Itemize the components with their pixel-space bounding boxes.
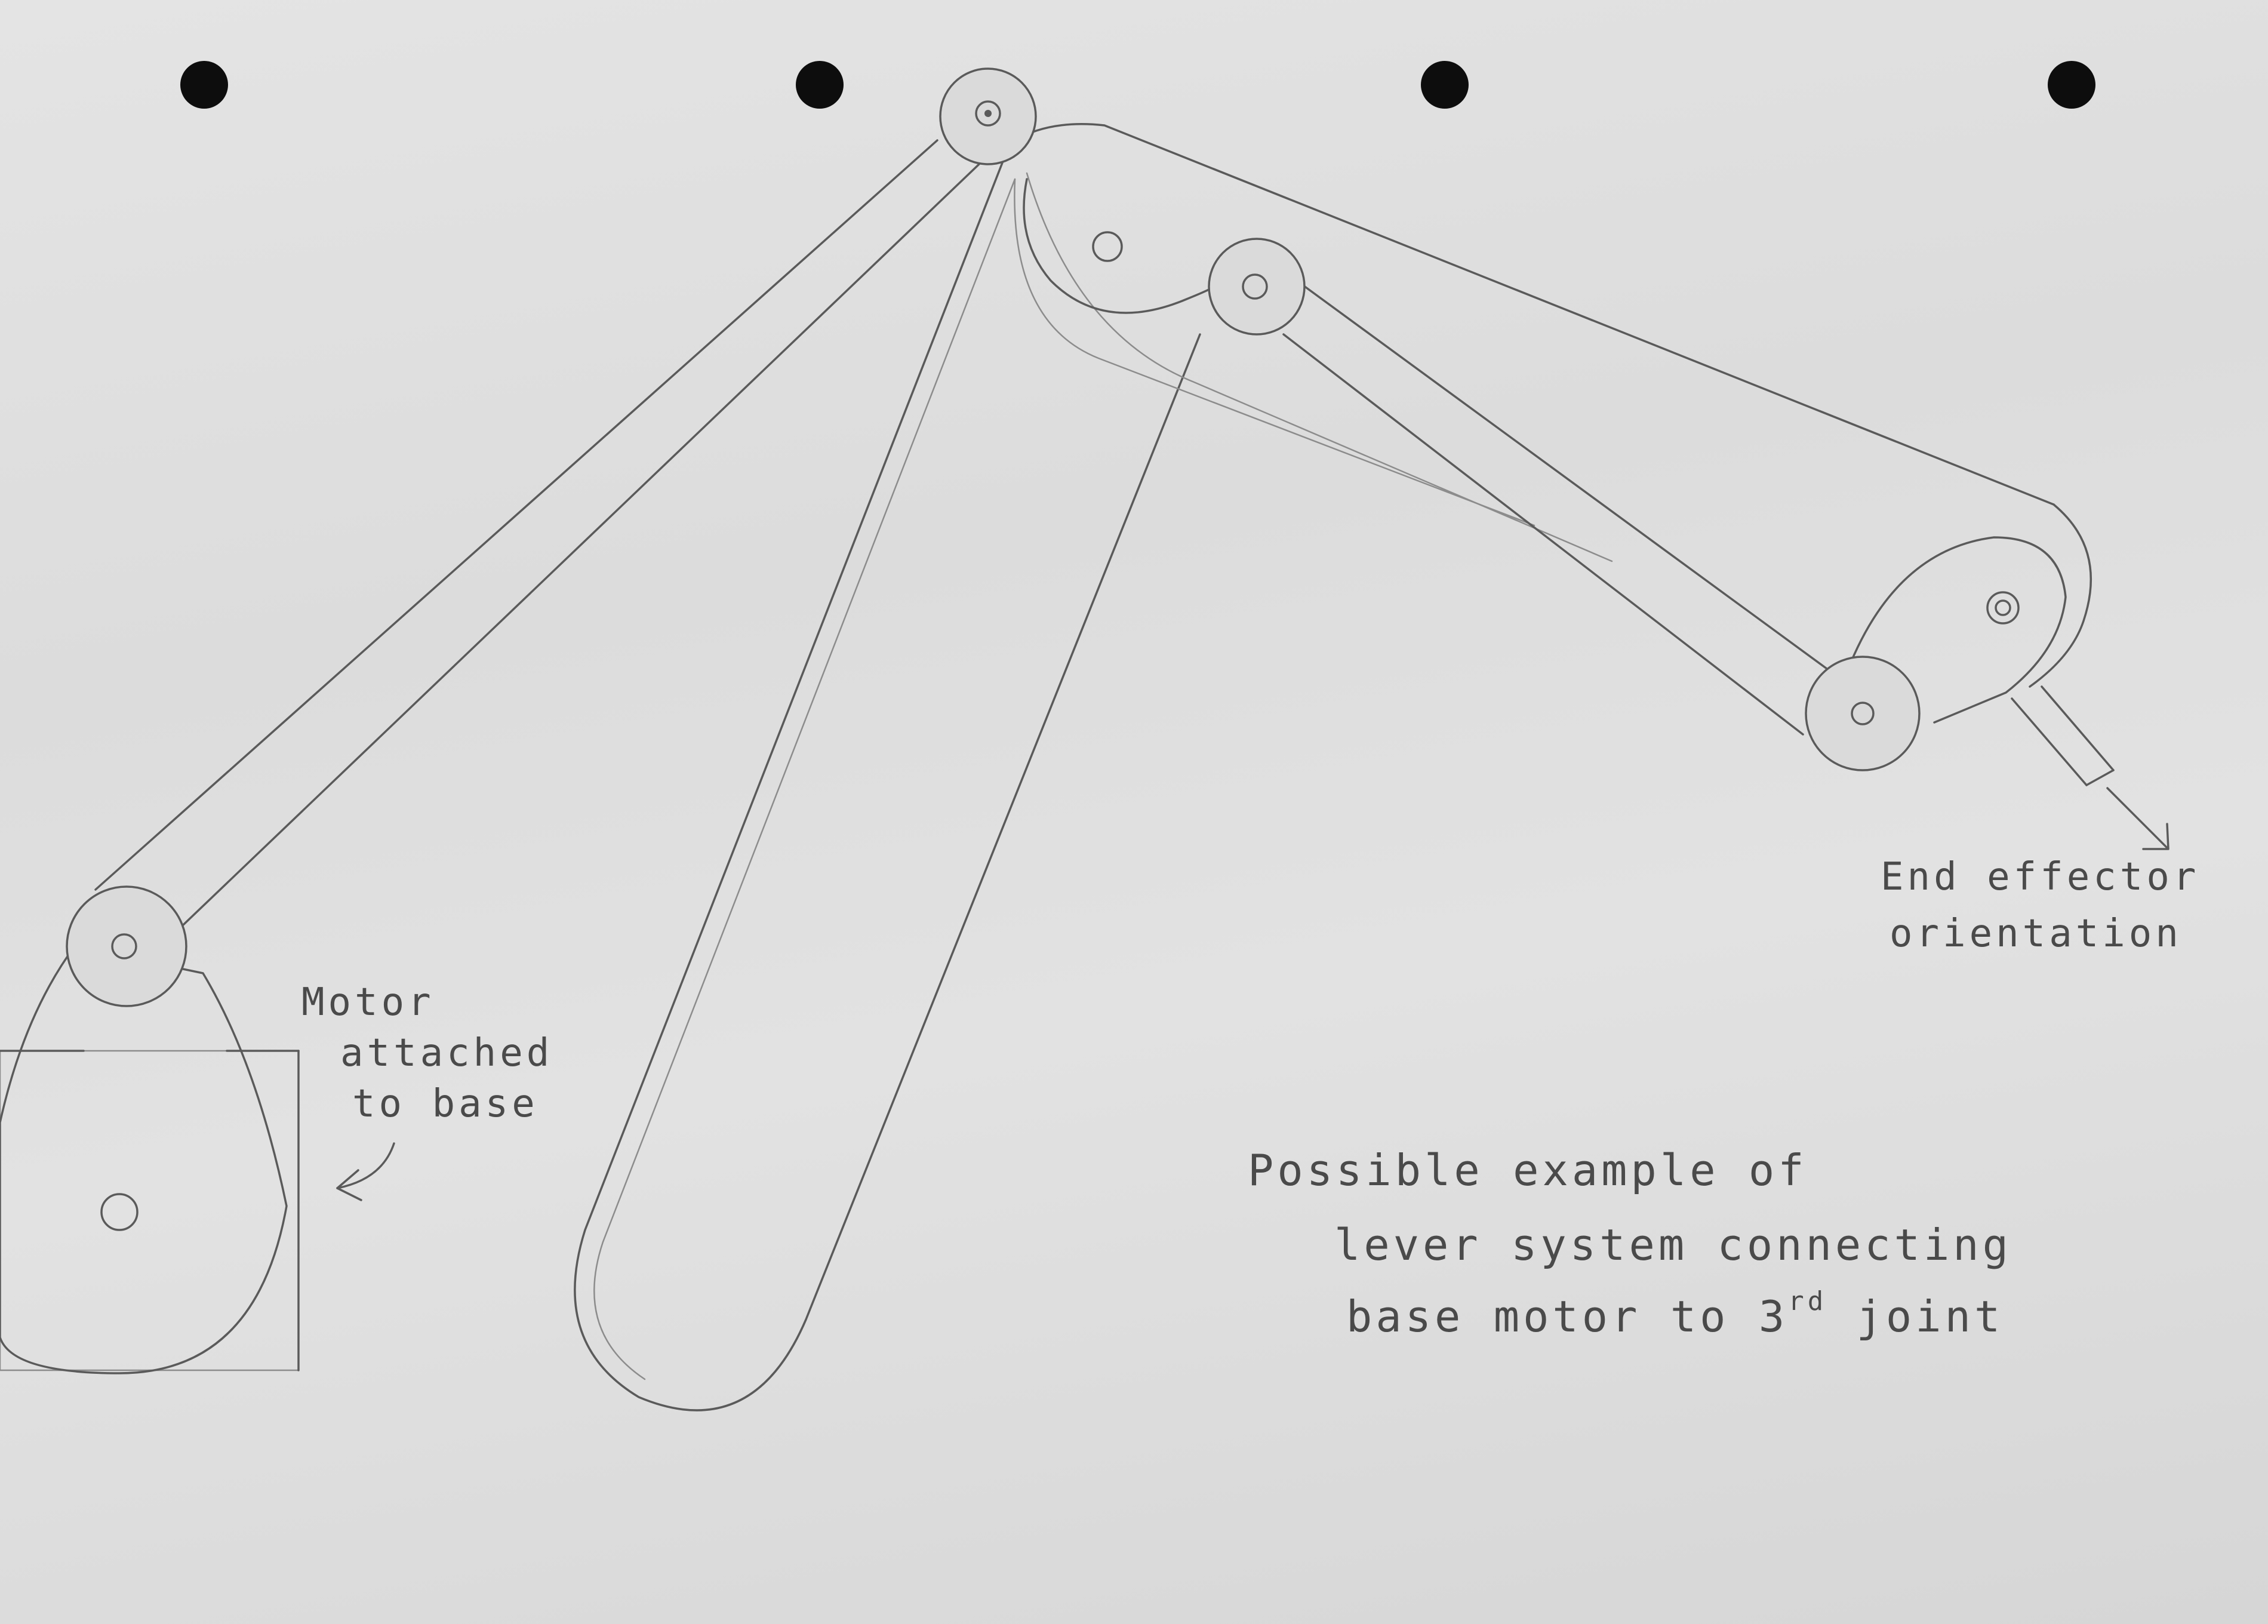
motor-label-line-2: attached xyxy=(340,1031,553,1075)
description-line-3: base motor to 3rd joint xyxy=(1346,1286,2004,1342)
elbow-cam xyxy=(1023,178,1225,314)
joint-base xyxy=(66,885,187,1007)
end-effector-pin-inner xyxy=(1995,599,2011,616)
end-effector-pin-outer xyxy=(1986,591,2020,625)
joint-mid xyxy=(1208,238,1306,336)
binder-hole-4 xyxy=(2048,61,2095,109)
end-effector-label-line-2: orientation xyxy=(1890,912,2182,956)
description-line-2: lever system connecting xyxy=(1334,1220,2012,1270)
base-motor-shaft xyxy=(100,1193,139,1231)
motor-label-line-1: Motor xyxy=(301,980,435,1025)
end-effector-label-line-1: End effector xyxy=(1881,855,2199,899)
end-effector-plate xyxy=(1850,536,2067,724)
base-motor-block xyxy=(0,1050,300,1371)
end-effector-annotation: End effector orientation xyxy=(1881,855,2199,956)
binder-hole-3 xyxy=(1421,61,1469,109)
long-lever xyxy=(574,160,1201,1411)
motor-label-line-3: to base xyxy=(352,1082,538,1126)
upper-arm-plate xyxy=(1014,123,2092,688)
motor-pointer-arrow xyxy=(336,1142,395,1189)
motor-annotation: Motor attached to base xyxy=(301,980,553,1201)
binder-hole-2 xyxy=(796,61,844,109)
link-mid-to-end xyxy=(1247,244,1828,736)
elbow-cam-pin xyxy=(1092,231,1123,262)
description-line-1: Possible example of xyxy=(1248,1145,1808,1195)
binder-hole-1 xyxy=(180,61,228,109)
description-annotation: Possible example of lever system connect… xyxy=(1248,1145,2012,1342)
orientation-arrow xyxy=(2106,787,2169,850)
link-base-to-top xyxy=(94,139,980,939)
base-housing xyxy=(0,945,288,1374)
joint-end xyxy=(1805,656,1921,771)
joint-top xyxy=(939,67,1037,165)
end-effector-tool xyxy=(2011,685,2115,786)
